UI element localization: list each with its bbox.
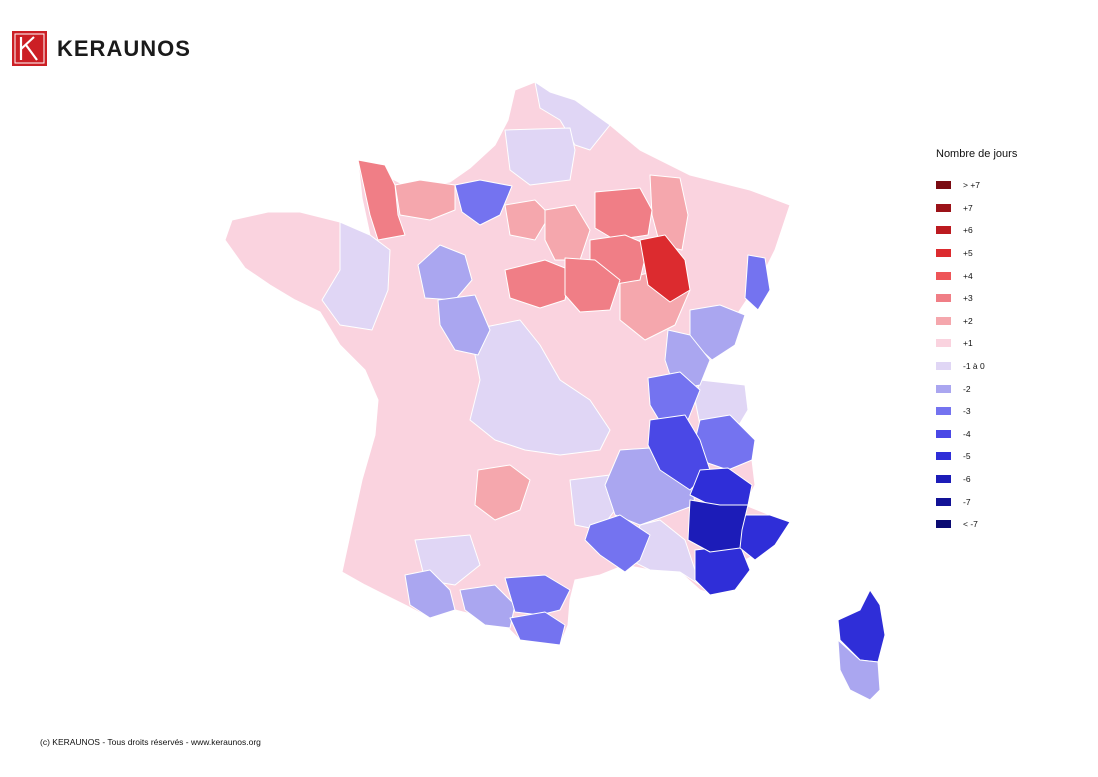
region-aude <box>504 574 571 616</box>
legend-item: -6 <box>936 468 1076 491</box>
region-haute-marne <box>639 234 691 303</box>
legend-item: -5 <box>936 445 1076 468</box>
legend-swatch <box>936 452 951 461</box>
legend-item: +6 <box>936 219 1076 242</box>
region-picardie <box>504 127 576 186</box>
legend-swatch <box>936 497 951 506</box>
region-orne-area <box>417 244 473 301</box>
region-val-oise <box>504 199 551 241</box>
legend-label: -6 <box>963 474 971 485</box>
region-ardeche <box>584 514 651 573</box>
legend-items: > +7 +7 +6 +5 +4 +3 +2 +1 -1 à 0 -2 -3 -4 -5 -6 -7 < -7 <box>936 174 1076 536</box>
legend-swatch <box>936 271 951 280</box>
legend-swatch <box>936 520 951 529</box>
legend-label: < -7 <box>963 519 978 530</box>
keraunos-logo-icon <box>12 31 47 66</box>
brand-name: KERAUNOS <box>57 35 191 61</box>
legend-item: -1 à 0 <box>936 355 1076 378</box>
region-corse-du-sud <box>837 638 881 701</box>
legend-item: +5 <box>936 242 1076 265</box>
legend-label: +2 <box>963 315 973 326</box>
legend-label: +4 <box>963 270 973 281</box>
legend-swatch <box>936 226 951 235</box>
region-manche <box>357 159 406 241</box>
copyright-footer: (c) KERAUNOS - Tous droits réservés - ww… <box>40 737 261 747</box>
legend-item: +1 <box>936 332 1076 355</box>
legend-swatch <box>936 362 951 371</box>
legend-swatch <box>936 475 951 484</box>
legend-item: < -7 <box>936 513 1076 536</box>
brand: KERAUNOS <box>12 31 191 66</box>
legend-label: -3 <box>963 406 971 417</box>
region-meuse <box>649 174 689 251</box>
region-north <box>534 81 611 151</box>
legend-swatch <box>936 181 951 190</box>
legend-item: -3 <box>936 400 1076 423</box>
legend-label: -4 <box>963 428 971 439</box>
region-vosges-east <box>744 254 771 311</box>
legend-swatch <box>936 294 951 303</box>
legend-label: -5 <box>963 451 971 462</box>
region-marne <box>594 187 653 241</box>
region-bretagne-east <box>321 221 391 331</box>
legend-swatch <box>936 429 951 438</box>
legend-label: -2 <box>963 383 971 394</box>
legend-swatch <box>936 339 951 348</box>
region-centre-south <box>469 319 611 456</box>
legend-swatch <box>936 407 951 416</box>
region-alpes-maritimes <box>739 514 791 561</box>
legend-item: +4 <box>936 264 1076 287</box>
region-pyrenees-orientales <box>509 611 566 646</box>
legend-item: > +7 <box>936 174 1076 197</box>
region-sarthe-area <box>437 294 491 356</box>
legend-item: +3 <box>936 287 1076 310</box>
legend-label: +3 <box>963 293 973 304</box>
legend-item: -2 <box>936 377 1076 400</box>
legend-label: +5 <box>963 248 973 259</box>
legend-label: -7 <box>963 496 971 507</box>
legend-swatch <box>936 384 951 393</box>
region-var <box>694 544 751 596</box>
region-correze <box>474 464 531 521</box>
legend-item: -4 <box>936 423 1076 446</box>
region-haute-garonne <box>459 584 516 629</box>
legend-label: > +7 <box>963 180 981 191</box>
legend-title: Nombre de jours <box>936 148 1018 160</box>
legend-item: +7 <box>936 197 1076 220</box>
legend-item: +2 <box>936 310 1076 333</box>
legend-swatch <box>936 249 951 258</box>
legend-item: -7 <box>936 490 1076 513</box>
region-calvados <box>394 179 456 221</box>
legend-swatch <box>936 203 951 212</box>
region-loiret <box>504 259 571 309</box>
legend: Nombre de jours > +7 +7 +6 +5 +4 +3 +2 +1 -1 à 0… <box>936 148 1076 536</box>
legend-swatch <box>936 316 951 325</box>
region-yonne <box>564 257 621 313</box>
legend-label: -1 à 0 <box>963 361 985 372</box>
region-eure <box>454 179 513 226</box>
region-pyrenees-west <box>404 569 456 619</box>
legend-label: +7 <box>963 202 973 213</box>
region-alpes-haute-provence <box>687 499 749 553</box>
legend-label: +6 <box>963 225 973 236</box>
legend-label: +1 <box>963 338 973 349</box>
